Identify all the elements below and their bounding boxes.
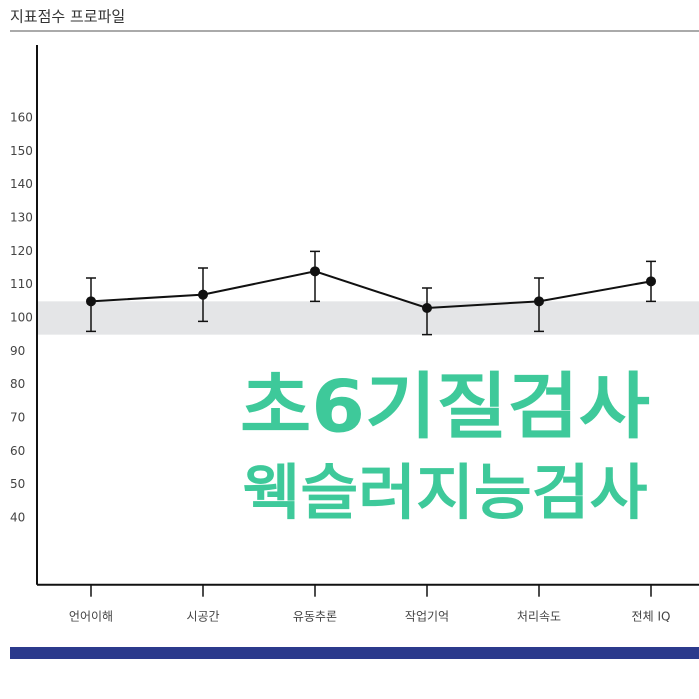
data-point xyxy=(310,266,320,277)
chart-title: 지표점수 프로파일 xyxy=(10,8,125,26)
overlay-text: 웩슬러지능검사 xyxy=(243,459,648,529)
data-point xyxy=(534,296,544,307)
y-tick-label: 90 xyxy=(10,344,25,358)
data-point xyxy=(422,302,432,313)
y-tick-label: 100 xyxy=(10,311,33,325)
series-line xyxy=(90,270,652,310)
x-tick-label: 시공간 xyxy=(186,610,219,624)
y-tick-label: 120 xyxy=(10,244,33,258)
x-tick-label: 작업기억 xyxy=(405,610,449,624)
y-tick-label: 40 xyxy=(10,511,25,525)
y-tick-label: 110 xyxy=(10,277,33,291)
data-point xyxy=(198,289,208,300)
y-tick-label: 130 xyxy=(10,210,33,224)
y-tick-label: 80 xyxy=(10,377,25,391)
y-tick-label: 160 xyxy=(10,110,33,124)
footer-bar xyxy=(10,647,699,659)
x-tick-label: 처리속도 xyxy=(517,610,561,624)
error-bar xyxy=(310,250,320,303)
data-point xyxy=(646,276,656,287)
x-tick-label: 유동추론 xyxy=(293,610,337,624)
y-tick-label: 50 xyxy=(10,477,25,491)
y-tick-label: 70 xyxy=(10,411,25,425)
y-tick-label: 140 xyxy=(10,177,33,191)
reference-band xyxy=(38,301,699,335)
y-tick-label: 60 xyxy=(10,444,25,458)
x-tick-label: 언어이해 xyxy=(69,610,113,624)
x-tick-label: 전체 IQ xyxy=(632,610,671,624)
overlay-text: 초6기질검사 xyxy=(240,365,650,449)
data-point xyxy=(86,296,96,307)
y-tick-label: 150 xyxy=(10,144,33,158)
